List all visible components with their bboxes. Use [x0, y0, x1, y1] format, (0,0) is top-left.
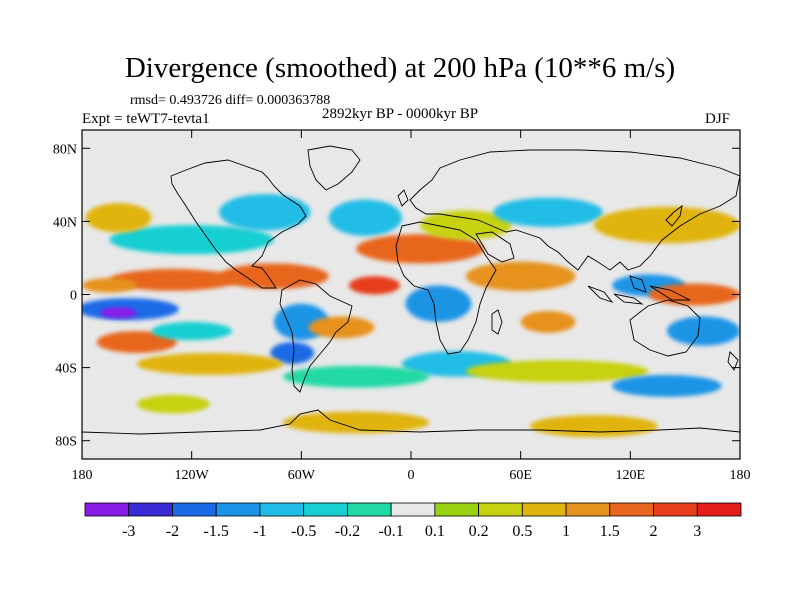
colorbar-swatch-8	[434, 502, 480, 517]
experiment-label: Expt = teWT7-tevta1	[82, 111, 210, 127]
anomaly-blob-15	[356, 234, 485, 264]
anomaly-blob-8	[219, 193, 311, 231]
lat-tick-label: 40N	[53, 215, 77, 230]
anomaly-blob-5	[85, 203, 152, 233]
anomaly-blob-32	[136, 395, 210, 414]
coastline-australia	[629, 299, 701, 357]
colorbar-label: 2	[650, 523, 658, 540]
latitude-axis: 80N 40N 0 40S 80S	[53, 142, 740, 450]
colorbar-swatch-13	[653, 502, 698, 517]
colorbar-swatch-12	[609, 502, 654, 517]
lat-tick-label: 40S	[55, 362, 77, 377]
colorbar-swatch-2	[172, 502, 217, 517]
anomaly-blob-21	[520, 310, 576, 333]
anomaly-blob-23	[593, 206, 740, 244]
colorbar-swatch-5	[303, 502, 348, 517]
lat-tick-label: 80N	[53, 142, 77, 157]
colorbar-label: -0.2	[335, 523, 360, 540]
anomaly-blob-13	[348, 276, 401, 295]
anomaly-blob-28	[465, 360, 649, 383]
coastline-british-isles	[397, 189, 409, 207]
coastline-madagascar	[491, 309, 503, 335]
anomaly-blob-11	[270, 342, 315, 364]
coastline-new-zealand	[727, 351, 739, 371]
season-label: DJF	[705, 111, 731, 127]
colorbar: -3 -2 -1.5 -1 -0.5 -0.2 -0.1 0.1 0.2 0.5 1 1.5 2 3	[84, 502, 742, 540]
plot-title: Divergence (smoothed) at 200 hPa (10**6 …	[124, 52, 676, 84]
lat-tick-label: 80S	[55, 435, 77, 450]
anomaly-blob-24	[648, 283, 740, 306]
colorbar-swatch-3	[215, 502, 261, 517]
anomaly-blob-12	[328, 199, 402, 237]
lat-tick-label: 0	[70, 289, 77, 304]
anomaly-blob-17	[405, 285, 472, 322]
colorbar-label: 1.5	[600, 523, 620, 540]
colorbar-swatch-10	[521, 502, 567, 517]
colorbar-label: 1	[562, 523, 570, 540]
lon-tick-label: 180	[730, 468, 751, 483]
colorbar-swatch-14	[696, 502, 742, 517]
colorbar-swatch-6	[346, 502, 392, 517]
colorbar-swatch-11	[565, 502, 611, 517]
coastline-south-america	[279, 279, 353, 393]
colorbar-swatch-9	[478, 502, 523, 517]
colorbar-label: -1.5	[204, 523, 229, 540]
colorbar-label: -0.5	[291, 523, 316, 540]
anomaly-blob-31	[529, 415, 658, 438]
anomaly-blob-29	[612, 374, 722, 397]
anomaly-blob-25	[666, 316, 740, 346]
longitude-axis: 180 120W 60W 0 60E 120E 180	[72, 130, 751, 483]
anomaly-blob-7	[151, 321, 232, 341]
anomaly-blob-1	[100, 307, 137, 319]
coastlines	[82, 145, 740, 435]
anomaly-blob-27	[283, 365, 430, 388]
anomaly-fields	[82, 193, 740, 438]
anomaly-blob-9	[219, 263, 329, 290]
colorbar-label: -3	[122, 523, 135, 540]
colorbar-swatch-4	[259, 502, 305, 517]
anomaly-blob-2	[109, 268, 238, 291]
coastline-africa	[395, 221, 497, 355]
anomaly-blob-30	[283, 411, 430, 434]
coastline-greenland	[307, 145, 361, 191]
anomaly-blob-3	[82, 278, 137, 293]
colorbar-swatch-7	[390, 502, 436, 517]
lon-tick-label: 120W	[175, 468, 210, 483]
colorbar-label: -2	[166, 523, 179, 540]
anomaly-blob-19	[465, 261, 576, 291]
colorbar-label: 3	[693, 523, 701, 540]
colorbar-swatch-0	[84, 502, 130, 517]
period-label: 2892kyr BP - 0000kyr BP	[322, 106, 479, 122]
stats-line: rmsd= 0.493726 diff= 0.000363788	[130, 93, 331, 108]
coastline-arabia	[475, 231, 515, 263]
colorbar-label: 0.1	[425, 523, 445, 540]
anomaly-blob-6	[96, 331, 178, 353]
lon-tick-label: 60E	[509, 468, 532, 483]
colorbar-swatch-1	[128, 502, 173, 517]
coastline-antarctica	[82, 409, 740, 435]
coastline-japan	[665, 204, 683, 227]
coastline-indonesia	[587, 275, 691, 305]
anomaly-blob-26	[136, 352, 284, 375]
colorbar-label: 0.5	[512, 523, 532, 540]
lon-tick-label: 120E	[616, 468, 646, 483]
anomaly-blob-4	[109, 225, 274, 255]
lon-tick-label: 180	[72, 468, 93, 483]
coastline-north-america	[170, 159, 307, 289]
coastline-eurasia	[409, 149, 740, 271]
lon-tick-label: 60W	[288, 468, 316, 483]
lon-tick-label: 0	[408, 468, 415, 483]
anomaly-blob-20	[493, 197, 603, 227]
colorbar-label: -1	[253, 523, 266, 540]
colorbar-label: -0.1	[378, 523, 403, 540]
colorbar-label: 0.2	[469, 523, 489, 540]
